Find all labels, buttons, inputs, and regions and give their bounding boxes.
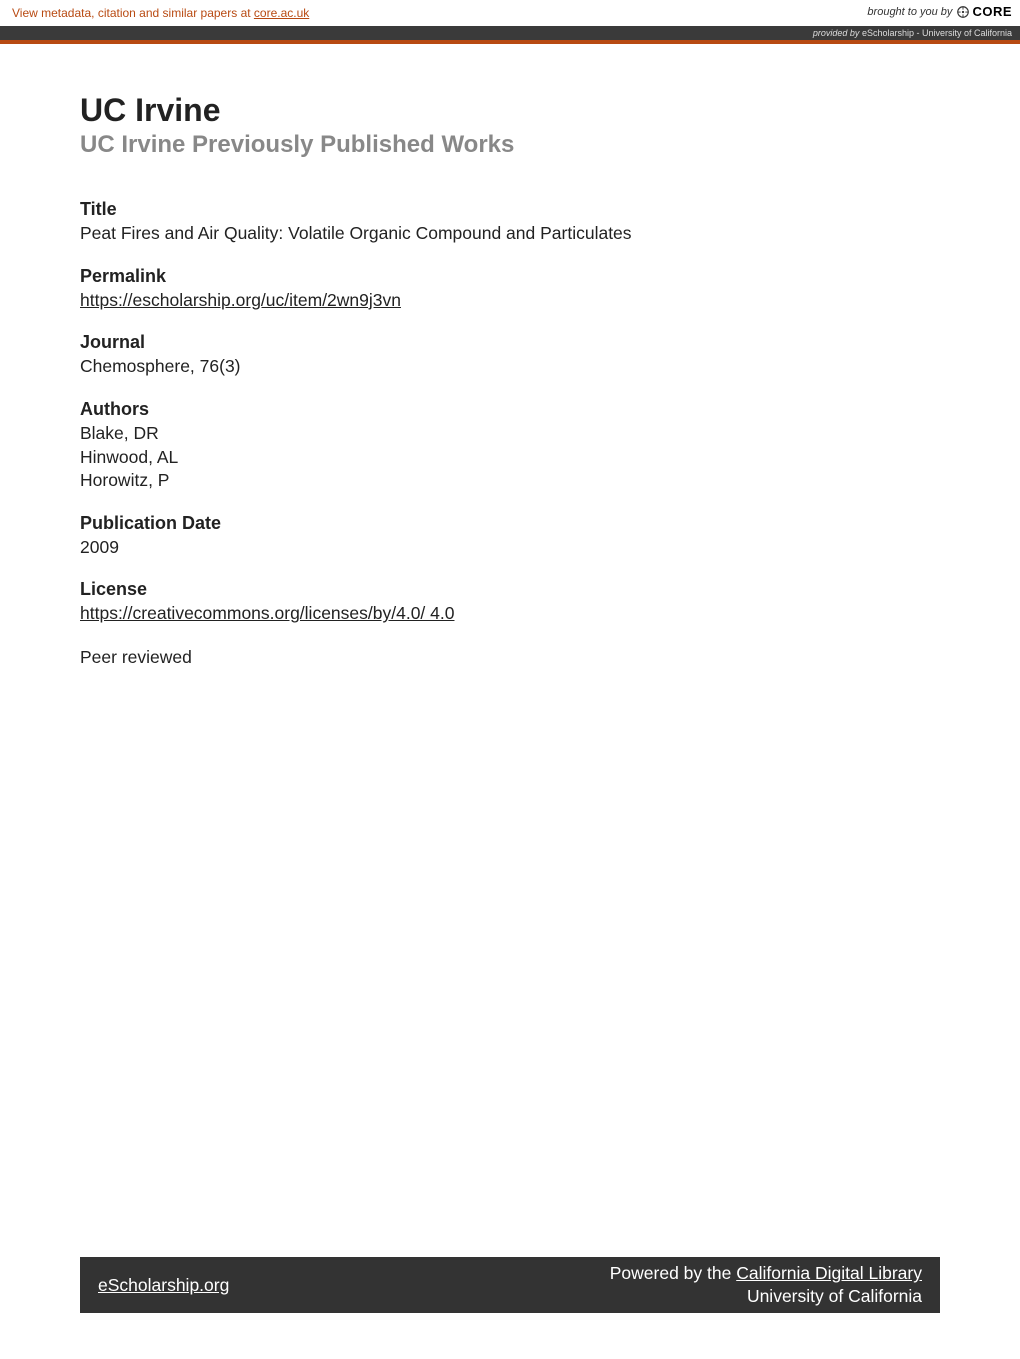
author-line: Hinwood, AL (80, 446, 940, 470)
author-line: Horowitz, P (80, 469, 940, 493)
banner-left: View metadata, citation and similar pape… (0, 0, 309, 20)
escholarship-link[interactable]: eScholarship.org (98, 1275, 229, 1295)
field-value: Peat Fires and Air Quality: Volatile Org… (80, 222, 940, 246)
field-value: https://creativecommons.org/licenses/by/… (80, 602, 940, 626)
author-line: Blake, DR (80, 422, 940, 446)
field-value: 2009 (80, 536, 940, 560)
core-text: CORE (972, 4, 1012, 19)
banner-right: brought to you by CORE (867, 0, 1020, 19)
field-license: License https://creativecommons.org/licen… (80, 579, 940, 626)
field-value: https://escholarship.org/uc/item/2wn9j3v… (80, 289, 940, 313)
core-banner: View metadata, citation and similar pape… (0, 0, 1020, 44)
peer-reviewed-label: Peer reviewed (80, 646, 940, 670)
field-label: Title (80, 199, 940, 220)
field-value: Blake, DRHinwood, ALHorowitz, P (80, 422, 940, 493)
metadata-fields: TitlePeat Fires and Air Quality: Volatil… (80, 199, 940, 626)
banner-brought-by: brought to you by CORE (867, 0, 1012, 19)
provided-bar: provided by eScholarship - University of… (0, 26, 1020, 40)
field-label: Publication Date (80, 513, 940, 534)
field-authors: AuthorsBlake, DRHinwood, ALHorowitz, P (80, 399, 940, 493)
field-publication-date: Publication Date2009 (80, 513, 940, 560)
core-icon (956, 5, 970, 19)
brought-by-text: brought to you by (867, 6, 952, 18)
field-label: Permalink (80, 266, 940, 287)
field-label: Authors (80, 399, 940, 420)
cdl-link[interactable]: California Digital Library (736, 1263, 922, 1283)
footer-university-line: University of California (610, 1285, 922, 1308)
main-content: UC Irvine UC Irvine Previously Published… (0, 44, 940, 670)
field-link[interactable]: https://creativecommons.org/licenses/by/… (80, 603, 454, 623)
banner-left-prefix: View metadata, citation and similar pape… (12, 6, 254, 20)
field-value: Chemosphere, 76(3) (80, 355, 940, 379)
field-label: License (80, 579, 940, 600)
footer-powered-prefix: Powered by the (610, 1263, 736, 1283)
provided-source: eScholarship - University of California (859, 28, 1012, 38)
footer-powered-line: Powered by the California Digital Librar… (610, 1262, 922, 1285)
footer-right: Powered by the California Digital Librar… (610, 1262, 922, 1308)
collection-name: UC Irvine Previously Published Works (80, 131, 940, 159)
field-permalink: Permalink https://escholarship.org/uc/ite… (80, 266, 940, 313)
provided-prefix: provided by (813, 28, 860, 38)
core-logo[interactable]: CORE (956, 4, 1012, 19)
footer: eScholarship.org Powered by the Californ… (80, 1257, 940, 1313)
field-title: TitlePeat Fires and Air Quality: Volatil… (80, 199, 940, 246)
core-source-link[interactable]: core.ac.uk (254, 6, 309, 20)
field-journal: JournalChemosphere, 76(3) (80, 332, 940, 379)
field-label: Journal (80, 332, 940, 353)
banner-inner: View metadata, citation and similar pape… (0, 0, 1020, 26)
institution-header: UC Irvine UC Irvine Previously Published… (80, 92, 940, 159)
footer-left: eScholarship.org (98, 1275, 229, 1296)
field-link[interactable]: https://escholarship.org/uc/item/2wn9j3v… (80, 290, 401, 310)
institution-name: UC Irvine (80, 92, 940, 129)
